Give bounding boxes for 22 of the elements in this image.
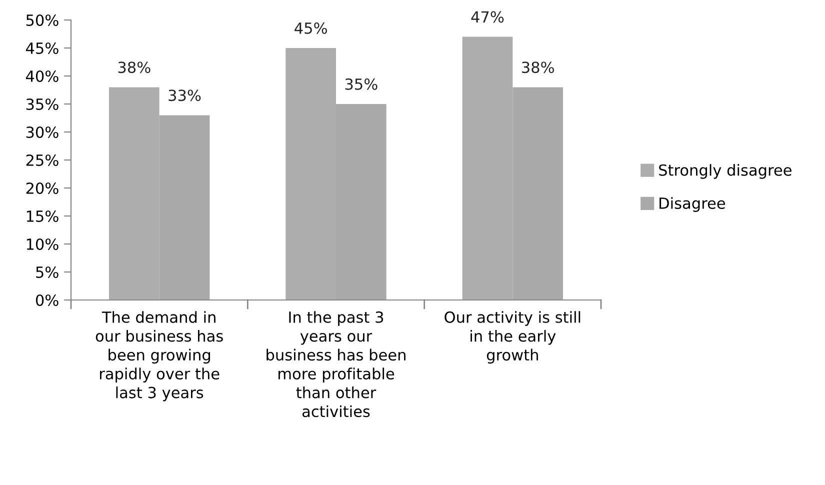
data-label: 38% (522, 62, 554, 74)
y-tick-label: 45% (26, 42, 58, 54)
y-tick-label: 35% (26, 98, 58, 110)
y-tick-label: 10% (26, 238, 58, 250)
y-tick-label: 5% (36, 266, 58, 278)
y-tick-label: 40% (26, 70, 58, 82)
x-tick-label: In the past 3 years our business has been more profitable than other activities (266, 311, 406, 418)
y-tick-label: 25% (26, 154, 58, 166)
y-tick-label: 50% (26, 14, 58, 26)
y-tick-label: 30% (26, 126, 58, 138)
data-label: 47% (471, 11, 504, 23)
data-label: 45% (294, 22, 327, 34)
y-tick-label: 20% (26, 182, 58, 194)
y-tick-label: 15% (26, 210, 58, 222)
data-label: 33% (168, 90, 201, 102)
legend-label: Disagree (660, 197, 726, 212)
data-label: 35% (345, 78, 378, 90)
x-tick-label: The demand in our business has been growing rapidly over the last 3 years (96, 311, 223, 402)
legend-label: Strongly disagree (659, 164, 792, 179)
y-tick-label: 0% (36, 294, 58, 306)
data-label: 38% (118, 62, 150, 74)
x-tick-label: Our activity is still in the early growth (444, 311, 580, 364)
